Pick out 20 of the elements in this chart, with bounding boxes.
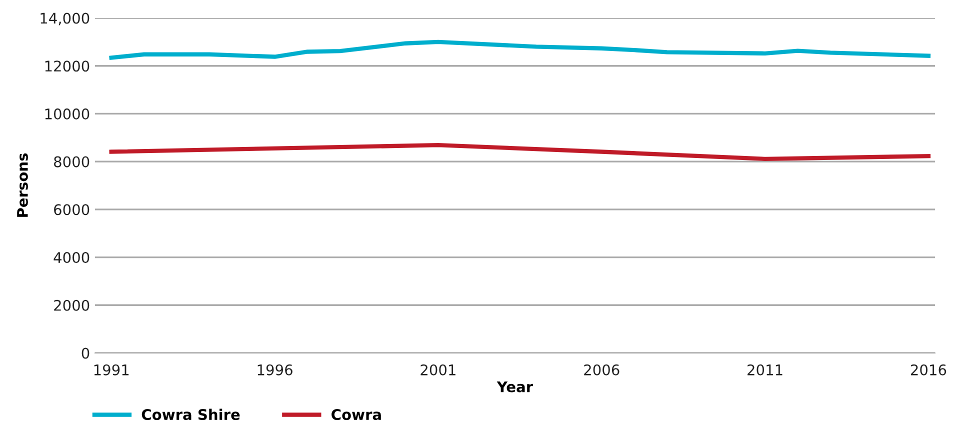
line-series — [109, 40, 931, 60]
line-series — [109, 142, 931, 162]
x-tick-label: 1991 — [94, 364, 129, 376]
x-tick-label: 2001 — [420, 364, 456, 376]
y-tick-label: 0 — [82, 348, 90, 359]
y-tick-label: 12000 — [45, 60, 90, 72]
y-tick-label: 6000 — [54, 204, 90, 216]
y-tick-label: 4000 — [54, 252, 90, 264]
y-axis-title: Persons — [17, 153, 28, 217]
y-tick-label: 2000 — [54, 300, 90, 311]
x-axis-title: Year — [496, 381, 534, 392]
y-tick-label: 8000 — [54, 156, 90, 168]
x-tick-label: 2011 — [748, 364, 782, 376]
y-tick-label: 10000 — [45, 108, 90, 120]
legend-label: Cowra Shire — [142, 408, 240, 420]
x-tick-label: 2006 — [584, 364, 620, 376]
legend-label: Cowra — [332, 409, 381, 420]
x-tick-label: 1996 — [258, 364, 292, 376]
y-tick-label: 14,000 — [40, 12, 90, 26]
x-tick-label: 2016 — [910, 364, 946, 376]
